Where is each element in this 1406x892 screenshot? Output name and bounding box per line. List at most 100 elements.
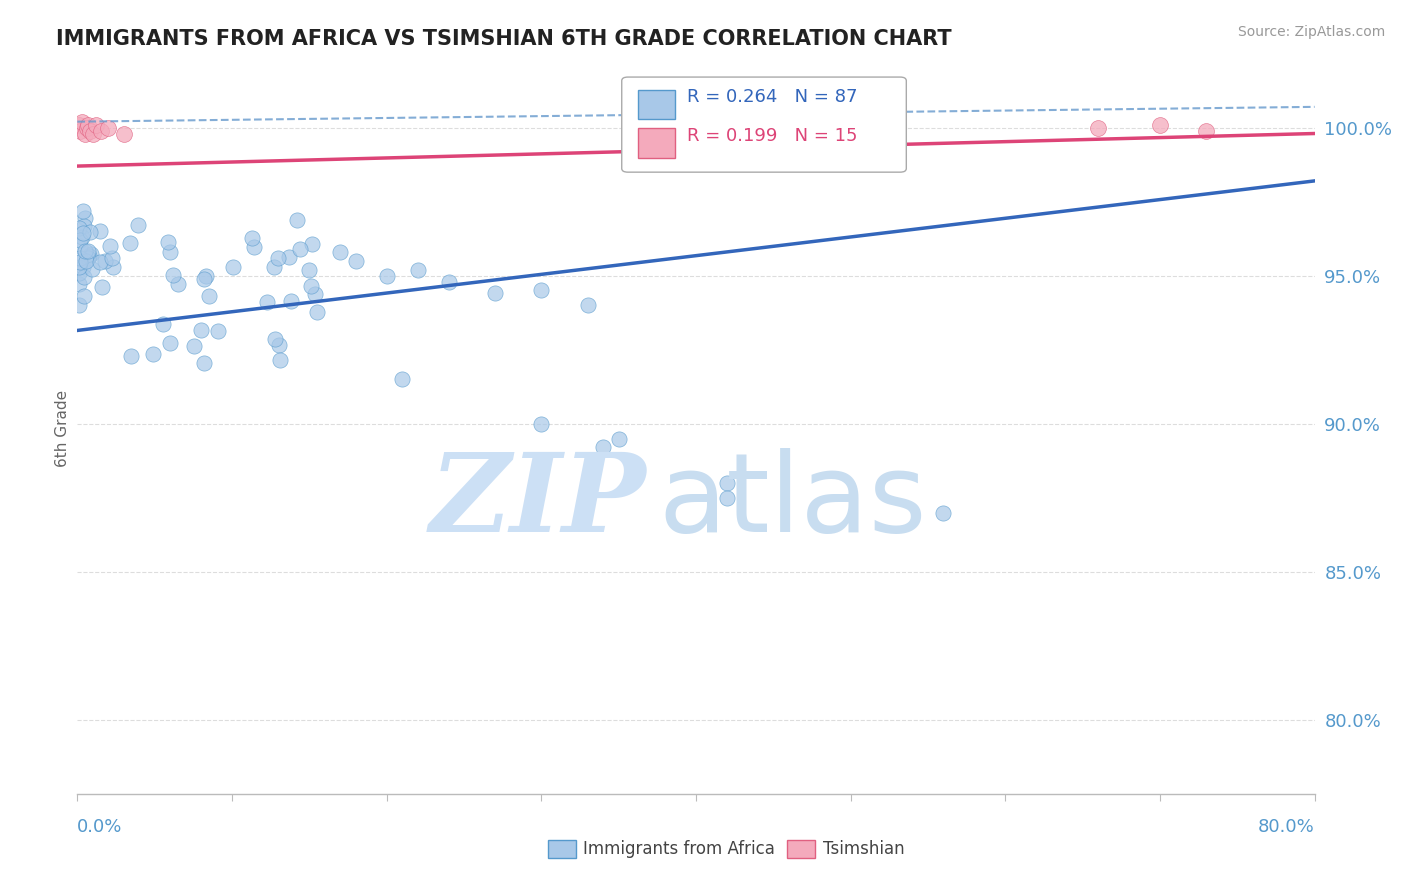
- Bar: [638, 128, 675, 158]
- Point: [142, 347, 165, 361]
- Point: [72, 260, 94, 274]
- Point: [94, 254, 117, 268]
- Point: [67, 298, 90, 312]
- Point: [70, 114, 93, 128]
- Point: [484, 286, 506, 301]
- Point: [97, 120, 120, 135]
- Point: [190, 323, 212, 337]
- Point: [69, 251, 91, 265]
- Text: atlas: atlas: [659, 448, 928, 555]
- Point: [267, 251, 290, 265]
- FancyBboxPatch shape: [621, 77, 907, 172]
- Point: [1195, 123, 1218, 137]
- Point: [69, 233, 91, 247]
- Point: [101, 252, 124, 266]
- Text: 80.0%: 80.0%: [1258, 818, 1315, 836]
- Point: [70, 230, 93, 244]
- Point: [77, 249, 100, 263]
- Point: [67, 260, 90, 274]
- Point: [67, 277, 90, 291]
- Point: [112, 127, 135, 141]
- Point: [222, 260, 245, 274]
- Point: [79, 225, 101, 239]
- Text: IMMIGRANTS FROM AFRICA VS TSIMSHIAN 6TH GRADE CORRELATION CHART: IMMIGRANTS FROM AFRICA VS TSIMSHIAN 6TH …: [56, 29, 952, 48]
- Point: [193, 272, 215, 286]
- Point: [298, 262, 321, 277]
- Point: [301, 237, 323, 252]
- Point: [329, 244, 352, 259]
- Bar: [638, 89, 675, 119]
- Point: [304, 287, 326, 301]
- Point: [269, 338, 291, 352]
- Point: [67, 266, 90, 280]
- Point: [73, 211, 96, 226]
- Point: [73, 269, 96, 284]
- Point: [391, 372, 413, 386]
- Point: [69, 255, 91, 269]
- Text: Source: ZipAtlas.com: Source: ZipAtlas.com: [1237, 25, 1385, 39]
- Point: [207, 324, 229, 338]
- Point: [77, 252, 100, 266]
- Point: [159, 244, 181, 259]
- Point: [76, 120, 98, 135]
- Point: [195, 268, 218, 283]
- Point: [305, 304, 328, 318]
- Point: [82, 261, 104, 276]
- Point: [288, 242, 311, 256]
- Point: [256, 295, 278, 310]
- Point: [264, 332, 287, 346]
- Point: [127, 218, 149, 232]
- Point: [607, 432, 630, 446]
- Point: [72, 204, 94, 219]
- Point: [159, 335, 181, 350]
- Point: [69, 239, 91, 253]
- Point: [263, 260, 285, 274]
- Point: [193, 356, 215, 370]
- Point: [67, 221, 90, 235]
- Point: [77, 118, 100, 132]
- Point: [152, 317, 174, 331]
- Point: [530, 417, 553, 431]
- Point: [73, 289, 96, 303]
- Point: [84, 118, 107, 132]
- Point: [91, 279, 114, 293]
- Text: Tsimshian: Tsimshian: [823, 840, 904, 858]
- Point: [716, 475, 738, 490]
- Point: [1149, 118, 1171, 132]
- Point: [98, 239, 121, 253]
- Y-axis label: 6th Grade: 6th Grade: [55, 390, 70, 467]
- Point: [198, 289, 221, 303]
- Point: [344, 253, 367, 268]
- Point: [69, 123, 91, 137]
- Text: R = 0.199   N = 15: R = 0.199 N = 15: [688, 127, 858, 145]
- Text: R = 0.264   N = 87: R = 0.264 N = 87: [688, 87, 858, 106]
- Point: [269, 352, 291, 367]
- Point: [90, 123, 111, 137]
- Point: [156, 235, 179, 249]
- Point: [285, 213, 308, 227]
- Text: ZIP: ZIP: [430, 448, 647, 555]
- Point: [437, 275, 460, 289]
- Point: [76, 244, 98, 258]
- Point: [162, 268, 184, 282]
- Point: [73, 219, 96, 233]
- Point: [89, 255, 111, 269]
- Point: [183, 338, 205, 352]
- Point: [375, 268, 398, 283]
- Point: [101, 260, 124, 275]
- Point: [1087, 120, 1109, 135]
- Point: [80, 247, 103, 261]
- Point: [120, 349, 142, 363]
- Point: [240, 230, 263, 244]
- Point: [280, 294, 302, 309]
- Point: [530, 284, 553, 298]
- Point: [242, 239, 264, 253]
- Point: [75, 127, 96, 141]
- Text: 0.0%: 0.0%: [77, 818, 122, 836]
- Point: [299, 278, 322, 293]
- Point: [82, 127, 104, 141]
- Point: [73, 244, 96, 258]
- Point: [592, 441, 614, 455]
- Point: [576, 298, 599, 312]
- Point: [79, 123, 101, 137]
